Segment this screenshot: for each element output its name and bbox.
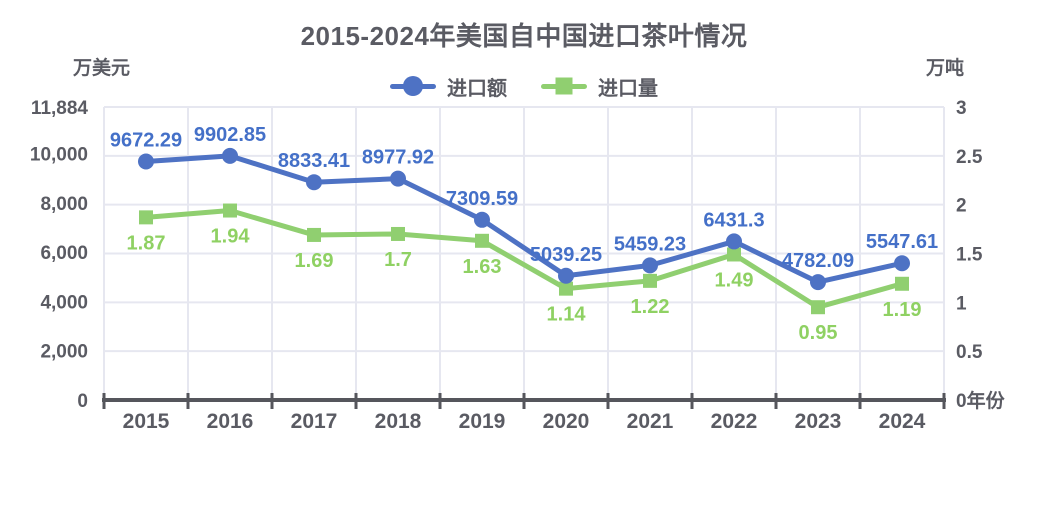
chart-title: 2015-2024年美国自中国进口茶叶情况 [300,21,748,51]
import-value-data-label-2018: 8977.92 [362,147,434,169]
import-volume-data-label-2021: 1.22 [631,296,670,318]
right-axis-tick-label: 2 [956,196,967,217]
import-value-data-label-2015: 9672.29 [110,130,182,152]
import-value-point-2016 [222,147,238,164]
import-value-point-2020 [558,267,574,284]
import-volume-data-label-2016: 1.94 [211,226,251,248]
import-volume-data-label-2017: 1.69 [295,250,334,272]
import-volume-point-2020 [559,281,573,296]
chart-legend: 进口额 进口量 [0,72,1048,101]
circle-marker-icon [403,76,423,96]
import-value-line-marker-icon [390,76,436,96]
import-value-data-label-2024: 5547.61 [866,231,938,253]
import-value-line [143,153,905,285]
import-volume-data-label-2020: 1.14 [547,304,587,326]
left-axis-tick-label: 6,000 [40,243,88,264]
x-axis-label-2022: 2022 [711,410,758,433]
right-axis-tick-label: 1.5 [956,245,983,266]
import-value-data-label-2017: 8833.41 [278,150,350,172]
import-volume-data-label-2018: 1.7 [384,249,412,271]
import-volume-data-label-2015: 1.87 [127,232,166,254]
x-axis-label-2023: 2023 [795,410,842,433]
right-axis-tick-label: 0.5 [956,342,983,363]
import-volume-point-2018 [391,226,405,241]
import-value-point-2015 [138,153,154,170]
left-axis-tick-label: 11,884 [31,98,88,119]
import-value-data-label-2016: 9902.85 [194,124,266,146]
x-axis-label-2016: 2016 [207,410,254,433]
import-volume-point-2021 [643,273,657,288]
import-volume-point-2015 [139,210,153,225]
square-marker-icon [555,77,573,95]
legend-item-import-value: 进口额 [390,72,507,101]
left-axis-tick-label: 2,000 [40,342,88,363]
import-value-point-2024 [894,255,910,272]
x-axis-label-2021: 2021 [627,410,674,433]
import-value-point-2018 [390,170,406,187]
right-axis-tick-label: 1 [956,293,967,314]
right-axis-tick-label: 2.5 [956,147,983,168]
x-axis-label-2018: 2018 [375,410,422,433]
import-value-legend-label: 进口额 [447,77,507,100]
right-axis-unit-label: 万吨 [926,58,965,79]
import-volume-point-2022 [727,247,741,262]
import-volume-legend-label: 进口量 [598,77,658,100]
import-value-point-2021 [642,257,658,274]
import-value-data-label-2023: 4782.09 [782,250,854,272]
import-volume-point-2023 [811,300,825,315]
legend-item-import-volume: 进口量 [541,72,658,101]
import-value-data-label-2020: 5039.25 [530,244,602,266]
left-axis-tick-label: 8,000 [40,194,88,215]
import-volume-point-2019 [475,233,489,248]
left-axis-tick-label: 0 [77,391,88,412]
x-axis-label-2019: 2019 [459,410,506,433]
left-axis-tick-label: 10,000 [30,144,88,165]
import-value-point-2019 [474,211,490,228]
right-axis-tick-label: 3 [956,98,967,119]
import-volume-line-marker-icon [541,77,587,95]
import-volume-data-label-2022: 1.49 [715,269,754,291]
import-volume-data-label-2019: 1.63 [463,256,502,278]
import-volume-line [143,208,905,310]
import-value-data-label-2019: 7309.59 [446,188,518,210]
x-axis-label-2020: 2020 [543,410,590,433]
import-volume-data-label-2024: 1.19 [883,299,922,321]
import-value-point-2017 [306,174,322,191]
left-axis-tick-label: 4,000 [40,292,88,313]
import-value-data-label-2022: 6431.3 [703,209,764,231]
left-axis-unit-label: 万美元 [73,58,131,79]
import-value-point-2022 [726,233,742,250]
x-axis-label-2024: 2024 [879,410,926,433]
import-value-point-2023 [810,274,826,291]
x-axis-label-2017: 2017 [291,410,338,433]
import-volume-point-2024 [895,276,909,291]
import-volume-point-2017 [307,227,321,242]
x-axis-label-2015: 2015 [123,410,170,433]
import-volume-data-label-2023: 0.95 [799,322,838,344]
import-volume-point-2016 [223,203,237,218]
import-value-data-label-2021: 5459.23 [614,233,686,255]
right-axis-tick-label-with-x-axis-title: 0年份 [956,389,1006,412]
